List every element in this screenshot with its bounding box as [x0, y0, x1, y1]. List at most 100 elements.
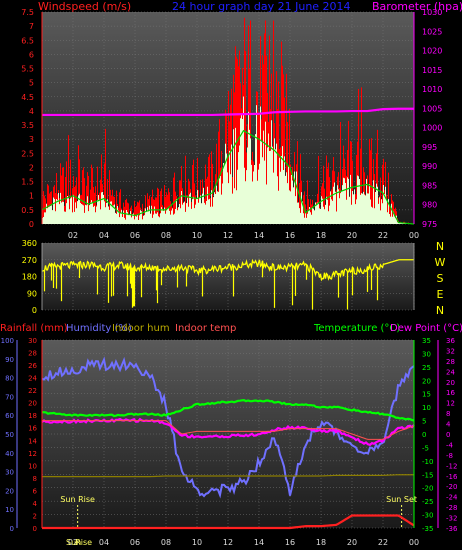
rain-tick-label: 22 — [28, 387, 37, 395]
wind-x-tick-label: 18 — [316, 231, 326, 240]
dew-point-tick-label: -8 — [446, 452, 453, 460]
wind-x-tick-label: 10 — [192, 231, 202, 240]
wind-x-tick-label: 14 — [254, 231, 264, 240]
wind-tick-label: 1.5 — [21, 178, 34, 187]
rain-tick-label: 18 — [28, 412, 37, 420]
humidity-tick-label: 40 — [5, 450, 14, 458]
temperature-tick-label: -25 — [422, 498, 433, 506]
wind-tick-label: 4 — [29, 107, 34, 116]
humidity-tick-label: 20 — [5, 487, 14, 495]
barometer-line — [42, 107, 414, 117]
humidity-tick-label: 90 — [5, 356, 14, 364]
temp-x-tick-label: 10 — [192, 538, 202, 547]
compass-label: W — [435, 256, 446, 269]
wind-tick-label: 6.5 — [21, 36, 34, 45]
wind-tick-label: 3.5 — [21, 121, 34, 130]
dew-point-tick-label: -28 — [446, 504, 457, 512]
temperature-tick-label: 20 — [422, 377, 431, 385]
temp-x-tick-label: 20 — [347, 538, 357, 547]
humidity-tick-label: 0 — [10, 525, 14, 533]
dew-point-tick-label: -36 — [446, 525, 458, 533]
wind-y-ticks: 0 0.5 1 1.5 2 2.5 3 3.5 4 4.5 5 5.5 6 6.5 7 7.5 — [21, 8, 43, 229]
dew-point-tick-label: 12 — [446, 400, 455, 408]
indoor-hum-label: Indoor hum — [112, 323, 170, 334]
dew-point-tick-label: -4 — [446, 441, 454, 449]
wind-x-tick-label: 00 — [409, 231, 419, 240]
sun-set-label: Sun Set — [386, 495, 417, 504]
rain-tick-label: 16 — [28, 425, 37, 433]
temp-x-tick-label: 06 — [130, 538, 140, 547]
wind-tick-label: 5 — [29, 79, 34, 88]
barometer-tick-label: 980 — [422, 201, 437, 210]
wind-x-tick-label: 12 — [223, 231, 233, 240]
wind-x-tick-label: 22 — [378, 231, 388, 240]
wind-tick-label: 0.5 — [21, 206, 34, 215]
barometer-tick-label: 1025 — [422, 27, 442, 36]
humidity-tick-label: 80 — [5, 375, 14, 383]
dew-point-tick-label: 8 — [446, 410, 450, 418]
rain-tick-label: 14 — [28, 437, 37, 445]
barometer-axis-label: Barometer (hpa) — [372, 0, 462, 13]
dew-point-tick-label: 32 — [446, 347, 455, 355]
dew-point-tick-label: 4 — [446, 421, 451, 429]
wind-series — [41, 17, 415, 225]
dew-point-tick-label: 36 — [446, 337, 455, 345]
compass-label: E — [437, 288, 444, 301]
indoor-temp-line — [42, 420, 415, 440]
direction-series — [42, 258, 414, 310]
temperature-label: Temperature (°C) — [313, 323, 400, 334]
humidity-tick-label: 70 — [5, 393, 14, 401]
wind-x-tick-label: 20 — [347, 231, 357, 240]
sun-rise-tick-label: Rise — [75, 538, 92, 547]
rain-tick-label: 30 — [28, 337, 37, 345]
wind-x-tick-label: 04 — [99, 231, 109, 240]
temp-axis-ticks: 0102030405060708090100024681012141618202… — [1, 337, 458, 533]
sun-rise-label: Sun Rise — [60, 495, 95, 504]
temp-x-tick-label: 12 — [223, 538, 233, 547]
dew-point-tick-label: 28 — [446, 358, 455, 366]
wind-x-tick-label: 02 — [68, 231, 78, 240]
dew-point-tick-label: -20 — [446, 483, 457, 491]
compass-label: N — [436, 240, 444, 253]
barometer-tick-label: 1010 — [422, 85, 442, 94]
barometer-tick-label: 985 — [422, 181, 437, 190]
rainfall-label: Rainfall (mm) — [0, 323, 68, 334]
temperature-tick-label: 15 — [422, 391, 431, 399]
sun-markers: Sun Rise Sun Set — [60, 495, 417, 528]
temp-x-tick-label: 22 — [378, 538, 388, 547]
temperature-tick-label: -5 — [422, 444, 429, 452]
temp-x-tick-label: 04 — [99, 538, 109, 547]
humidity-tick-label: 50 — [5, 431, 14, 439]
wind-tick-label: 2.5 — [21, 149, 34, 158]
barometer-tick-label: 1030 — [422, 8, 442, 17]
chart-title: 24 hour graph day 21 June 2014 — [172, 0, 351, 13]
direction-tick-label: 360 — [22, 239, 37, 248]
compass-label: S — [437, 272, 444, 285]
temperature-tick-label: 10 — [422, 404, 431, 412]
dew-point-tick-label: -24 — [446, 494, 458, 502]
dew-point-tick-label: -12 — [446, 462, 457, 470]
barometer-tick-label: 995 — [422, 143, 437, 152]
temperature-tick-label: -30 — [422, 512, 433, 520]
wind-tick-label: 3 — [29, 135, 34, 144]
direction-tick-label: 90 — [27, 289, 37, 298]
temperature-tick-label: -10 — [422, 458, 433, 466]
humidity-tick-label: 10 — [5, 506, 14, 514]
temperature-tick-label: -15 — [422, 471, 433, 479]
barometer-tick-label: 1015 — [422, 66, 442, 75]
direction-y-ticks: 0 90 180 270 360 — [22, 239, 415, 315]
dew-point-tick-label: 20 — [446, 379, 455, 387]
humidity-tick-label: 30 — [5, 469, 14, 477]
dew-point-tick-label: -32 — [446, 515, 457, 523]
temp-x-tick-label: 18 — [316, 538, 326, 547]
temp-series — [41, 356, 415, 530]
rain-tick-label: 10 — [28, 462, 37, 470]
rain-line — [42, 514, 415, 530]
rain-tick-label: 24 — [28, 375, 37, 383]
temp-x-tick-label: 14 — [254, 538, 264, 547]
humidity-label: Humidity (%) — [66, 323, 132, 334]
barometer-tick-label: 1020 — [422, 47, 442, 56]
